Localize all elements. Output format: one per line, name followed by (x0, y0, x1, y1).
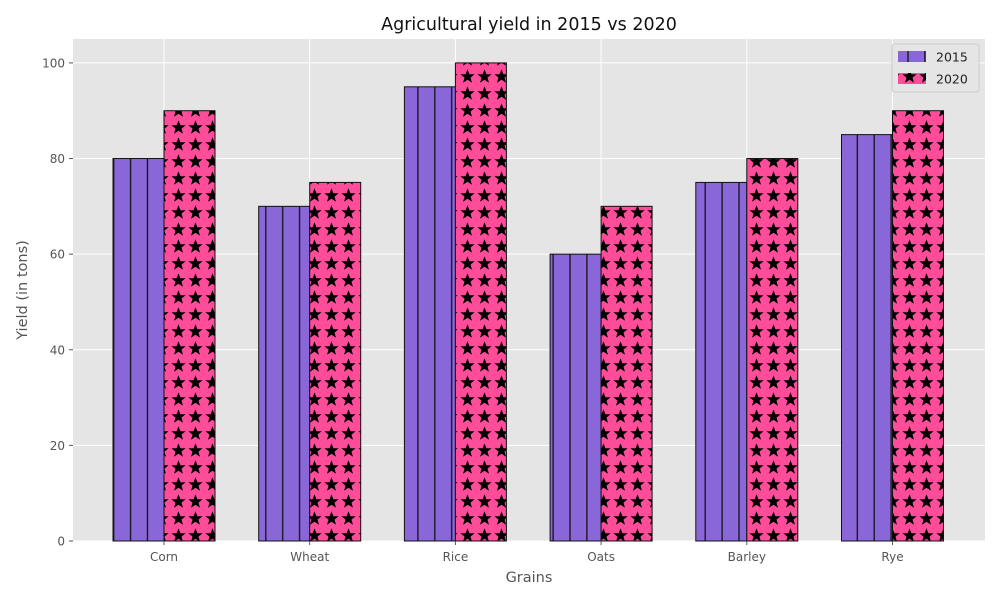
x-tick-label: Wheat (290, 550, 329, 564)
bar-hatch (841, 134, 893, 541)
x-tick-label: Rice (443, 550, 469, 564)
bar-outline (892, 110, 944, 542)
y-tick-label: 100 (42, 56, 65, 70)
bar-outline (746, 158, 799, 542)
bar-2015-rice (403, 86, 456, 542)
bar-outline (454, 62, 507, 542)
bar-hatch (258, 206, 310, 542)
bar-hatch (309, 182, 361, 541)
bar-2020-barley (746, 158, 799, 542)
bar-hatch (695, 182, 747, 541)
y-tick-label: 60 (50, 248, 65, 262)
y-tick-label: 0 (57, 535, 65, 549)
y-tick-label: 20 (50, 439, 65, 453)
bar-2015-oats (549, 253, 602, 542)
bar-2020-oats (600, 205, 653, 542)
bar-hatch (164, 110, 215, 541)
x-tick-label: Rye (881, 550, 903, 564)
bar-2015-wheat (258, 205, 311, 542)
legend-label-2015: 2015 (936, 50, 968, 65)
bar-hatch (404, 86, 456, 542)
plot-area (73, 39, 985, 541)
x-tick-label: Corn (150, 550, 178, 564)
legend-item-2015: 2015 (898, 50, 968, 65)
bar-2020-rice (454, 62, 507, 542)
bar-2015-barley (695, 181, 748, 542)
bar-2020-corn (163, 110, 216, 542)
bar-2020-wheat (309, 181, 362, 542)
bar-2015-rye (841, 134, 893, 542)
x-axis-label: Grains (506, 570, 553, 586)
bar-outline (163, 110, 216, 542)
bar-hatch (550, 254, 602, 541)
bar-hatch (746, 158, 798, 541)
bar-hatch (601, 206, 653, 542)
bar-2020-rye (892, 110, 944, 542)
bar-hatch (113, 158, 164, 541)
bar-hatch (892, 110, 944, 541)
y-tick-label: 80 (50, 152, 65, 166)
bar-2015-corn (112, 158, 165, 542)
bar-outline (309, 181, 362, 542)
x-tick-label: Barley (728, 550, 766, 564)
legend-item-2020: 2020 (898, 72, 968, 87)
y-axis-label: Yield (in tons) (15, 240, 31, 341)
legend: 2015 2020 (891, 43, 980, 93)
bars (112, 62, 944, 542)
x-tick-label: Oats (587, 550, 615, 564)
chart-title: Agricultural yield in 2015 vs 2020 (381, 15, 677, 35)
bar-outline (600, 205, 653, 542)
legend-label-2020: 2020 (936, 72, 968, 87)
y-tick-label: 40 (50, 343, 65, 357)
tick-labels: 0 20 40 60 80 100 Corn Wheat Rice Oats Barley Rye (42, 56, 903, 564)
bar-hatch (455, 62, 507, 542)
